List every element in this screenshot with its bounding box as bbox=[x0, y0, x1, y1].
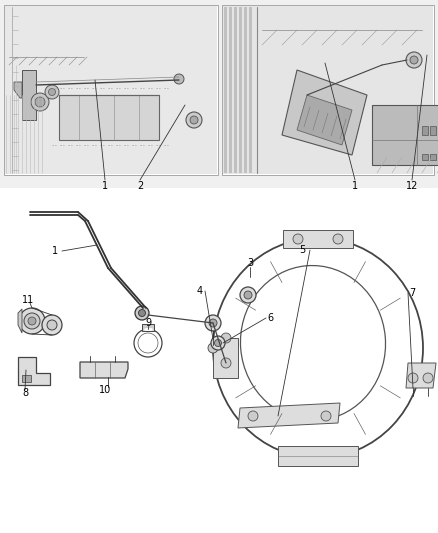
Bar bbox=[422, 154, 428, 160]
Polygon shape bbox=[249, 7, 252, 173]
Circle shape bbox=[248, 411, 258, 421]
Text: 7: 7 bbox=[409, 288, 415, 298]
Polygon shape bbox=[14, 82, 22, 98]
Circle shape bbox=[19, 308, 45, 334]
Circle shape bbox=[221, 333, 231, 343]
Text: 11: 11 bbox=[22, 295, 34, 305]
Bar bbox=[278, 446, 358, 466]
Ellipse shape bbox=[213, 238, 423, 458]
Polygon shape bbox=[282, 70, 367, 155]
Circle shape bbox=[35, 97, 45, 107]
Polygon shape bbox=[229, 7, 232, 173]
Text: 9: 9 bbox=[145, 318, 151, 328]
Bar bbox=[222, 5, 434, 175]
Circle shape bbox=[45, 85, 59, 99]
Text: 8: 8 bbox=[22, 388, 28, 398]
Text: 1: 1 bbox=[352, 181, 358, 191]
Bar bbox=[142, 324, 154, 331]
Bar bbox=[4, 5, 218, 175]
Text: 2: 2 bbox=[137, 181, 143, 191]
Circle shape bbox=[138, 310, 145, 317]
Circle shape bbox=[28, 317, 36, 325]
Polygon shape bbox=[244, 7, 247, 173]
Text: 5: 5 bbox=[299, 245, 305, 255]
Bar bbox=[422, 126, 428, 135]
Bar bbox=[223, 6, 433, 174]
Bar bbox=[22, 70, 36, 120]
Circle shape bbox=[410, 56, 418, 64]
Bar bbox=[430, 154, 436, 160]
Polygon shape bbox=[18, 309, 22, 333]
Circle shape bbox=[42, 315, 62, 335]
Circle shape bbox=[49, 88, 56, 95]
Bar bbox=[283, 230, 353, 248]
Bar bbox=[0, 188, 438, 533]
Bar bbox=[5, 6, 217, 174]
Polygon shape bbox=[80, 362, 128, 378]
Circle shape bbox=[240, 287, 256, 303]
Circle shape bbox=[221, 358, 231, 368]
Circle shape bbox=[408, 373, 418, 383]
Circle shape bbox=[31, 93, 49, 111]
Circle shape bbox=[24, 313, 40, 329]
Bar bbox=[22, 375, 31, 382]
Bar bbox=[213, 338, 238, 378]
Circle shape bbox=[209, 319, 217, 327]
Circle shape bbox=[208, 343, 218, 353]
Circle shape bbox=[211, 336, 225, 350]
Circle shape bbox=[215, 340, 222, 346]
Circle shape bbox=[186, 112, 202, 128]
Polygon shape bbox=[406, 363, 436, 388]
Text: 12: 12 bbox=[406, 181, 418, 191]
Circle shape bbox=[406, 52, 422, 68]
Text: 1: 1 bbox=[52, 246, 58, 256]
Text: 3: 3 bbox=[247, 258, 253, 268]
Polygon shape bbox=[238, 403, 340, 428]
Polygon shape bbox=[18, 357, 50, 385]
Circle shape bbox=[205, 315, 221, 331]
Text: 10: 10 bbox=[99, 385, 111, 395]
Bar bbox=[59, 95, 159, 140]
Circle shape bbox=[293, 234, 303, 244]
Text: 1: 1 bbox=[102, 181, 108, 191]
Polygon shape bbox=[234, 7, 237, 173]
Circle shape bbox=[423, 373, 433, 383]
Circle shape bbox=[321, 411, 331, 421]
Circle shape bbox=[135, 306, 149, 320]
Bar bbox=[372, 105, 438, 165]
Polygon shape bbox=[297, 95, 352, 145]
Circle shape bbox=[244, 291, 252, 299]
Text: 6: 6 bbox=[267, 313, 273, 323]
Polygon shape bbox=[239, 7, 242, 173]
Text: 4: 4 bbox=[197, 286, 203, 296]
Polygon shape bbox=[224, 7, 227, 173]
Circle shape bbox=[174, 74, 184, 84]
Circle shape bbox=[47, 320, 57, 330]
Circle shape bbox=[333, 234, 343, 244]
Bar bbox=[430, 126, 436, 135]
Circle shape bbox=[190, 116, 198, 124]
